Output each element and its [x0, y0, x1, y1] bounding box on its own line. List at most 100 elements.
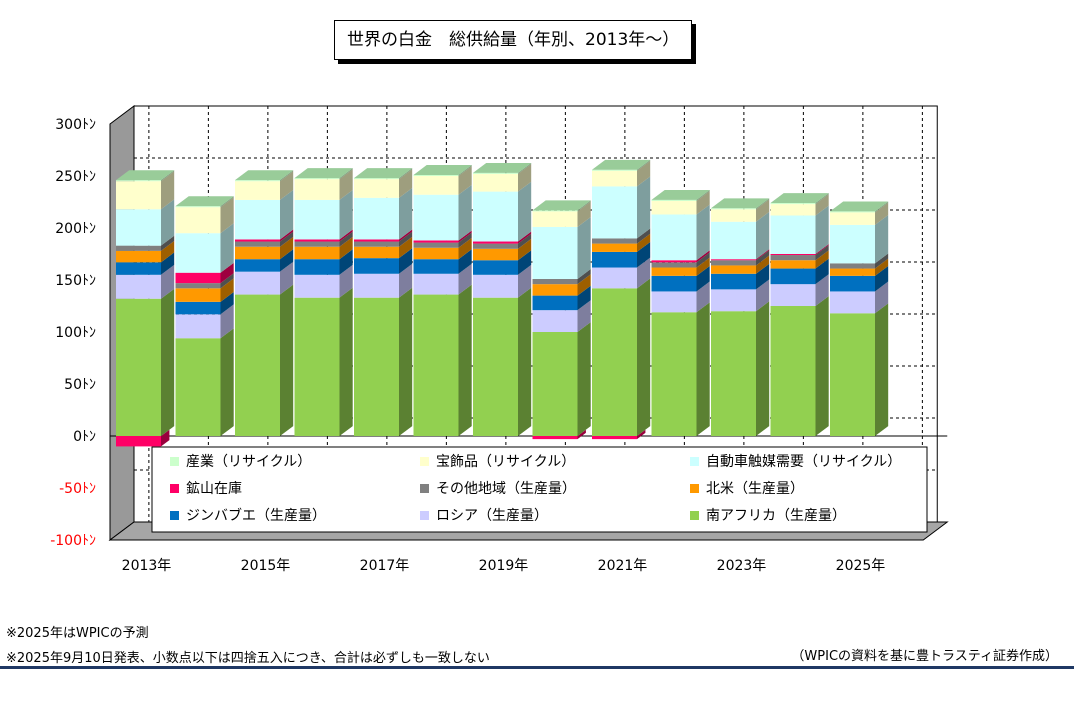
bar-segment-side [458, 249, 472, 274]
y-tick-label: 250ﾄﾝ [55, 169, 96, 185]
y-tick-label: 150ﾄﾝ [55, 273, 96, 289]
bar-segment [711, 265, 756, 274]
bar-segment [830, 212, 875, 225]
legend-label: ジンバブエ（生産量） [186, 507, 326, 524]
x-tick-label: 2013年 [122, 558, 172, 574]
bar-segment-side [458, 166, 472, 195]
bar-segment-side [637, 233, 651, 252]
bar-segment-side [458, 184, 472, 241]
bar-segment-side [875, 214, 889, 264]
legend-swatch [690, 511, 699, 520]
bar-segment [532, 278, 578, 285]
bar-segment-side [756, 301, 770, 436]
bar-segment-side [399, 248, 413, 274]
bar-segment [354, 239, 399, 242]
bar-segment [770, 255, 816, 261]
bar-segment [354, 179, 399, 198]
bar-segment-side [220, 262, 234, 284]
bar-segment [235, 239, 280, 242]
bar-segment-side [339, 231, 353, 247]
bar-segment-side [161, 171, 175, 210]
bar-segment-side [518, 181, 532, 242]
bar-segment [413, 294, 459, 436]
bar-segment [592, 288, 637, 436]
legend-swatch [170, 484, 179, 493]
bar-segment [116, 274, 161, 299]
bar-segment [770, 284, 816, 306]
bar-segment [592, 251, 637, 268]
bar-segment-side [815, 194, 829, 216]
legend-label: 北米（生産量） [706, 481, 804, 497]
bar-segment-side [280, 190, 294, 240]
bar-segment [532, 284, 578, 296]
bar-segment-side [815, 245, 829, 261]
bar-segment [592, 436, 637, 440]
bar-segment [175, 301, 221, 315]
bar-segment [294, 274, 340, 298]
legend-swatch [170, 457, 179, 466]
bar-top [235, 170, 294, 181]
bar-segment [592, 169, 637, 171]
bar-segment-side [399, 168, 413, 180]
bar-segment [592, 170, 637, 187]
bar-segment [354, 297, 399, 436]
bar-segment [354, 246, 399, 259]
bar-segment-side [756, 255, 770, 274]
bar-segment [473, 172, 518, 174]
bar-segment [175, 206, 221, 208]
bar-segment [354, 197, 399, 240]
bar-segment-side [637, 176, 651, 239]
bar-segment-side [280, 261, 294, 295]
bar-segment-side [875, 303, 889, 436]
bar-segment [532, 310, 578, 332]
legend-label: 産業（リサイクル） [186, 454, 311, 470]
legend-label: ロシア（生産量） [436, 508, 548, 524]
bar-top [711, 198, 770, 209]
bar-top [830, 201, 889, 212]
bar-segment-side [756, 198, 770, 210]
legend-swatch [690, 484, 699, 493]
bar-segment [830, 263, 875, 269]
bar-segment [830, 275, 875, 292]
bar-segment [294, 259, 340, 275]
bar-segment [354, 178, 399, 180]
bar-segment-side [518, 233, 532, 249]
bar-segment [175, 233, 221, 273]
bar-segment-side [280, 229, 294, 242]
legend-label: その他地域（生産量） [436, 481, 576, 497]
legend-label: 自動車触媒需要（リサイクル） [706, 453, 901, 470]
bar-segment [473, 243, 518, 249]
bar-segment [473, 248, 518, 261]
bar-segment-side [756, 249, 770, 261]
bar-segment-side [518, 250, 532, 275]
chart-title: 世界の白金 総供給量（年別、2013年～） [334, 20, 693, 60]
bar-segment [532, 210, 578, 212]
bar-segment-side [815, 274, 829, 306]
bar-segment [175, 207, 221, 234]
bar-segment-side [875, 201, 889, 213]
bar-segment [116, 245, 161, 251]
bar-segment [473, 297, 518, 436]
bar-segment-side [399, 236, 413, 259]
legend: 産業（リサイクル） 宝飾品（リサイクル） 自動車触媒需要（リサイクル） 鉱山在庫 その他… [151, 446, 928, 533]
bar-segment [235, 199, 280, 240]
bar-segment-side [637, 278, 651, 436]
bar-segment [592, 238, 637, 244]
bar-segment-side [458, 237, 472, 260]
bar-segment [770, 260, 816, 269]
y-tick-label: 300ﾄﾝ [55, 117, 96, 133]
bar-segment-side [756, 279, 770, 312]
bar-segment-side [518, 231, 532, 244]
bar-segment [532, 226, 578, 279]
bar-segment-side [399, 287, 413, 436]
legend-swatch [420, 511, 429, 520]
bar-segment [294, 241, 340, 247]
bar-segment [830, 313, 875, 436]
legend-label: 宝飾品（リサイクル） [436, 454, 575, 470]
bar-segment-side [161, 235, 175, 251]
bar-segment-side [399, 231, 413, 247]
bar-segment-side [399, 263, 413, 298]
bar-segment-side [756, 250, 770, 266]
bar-segment [830, 291, 875, 314]
bar-segment [651, 262, 697, 268]
